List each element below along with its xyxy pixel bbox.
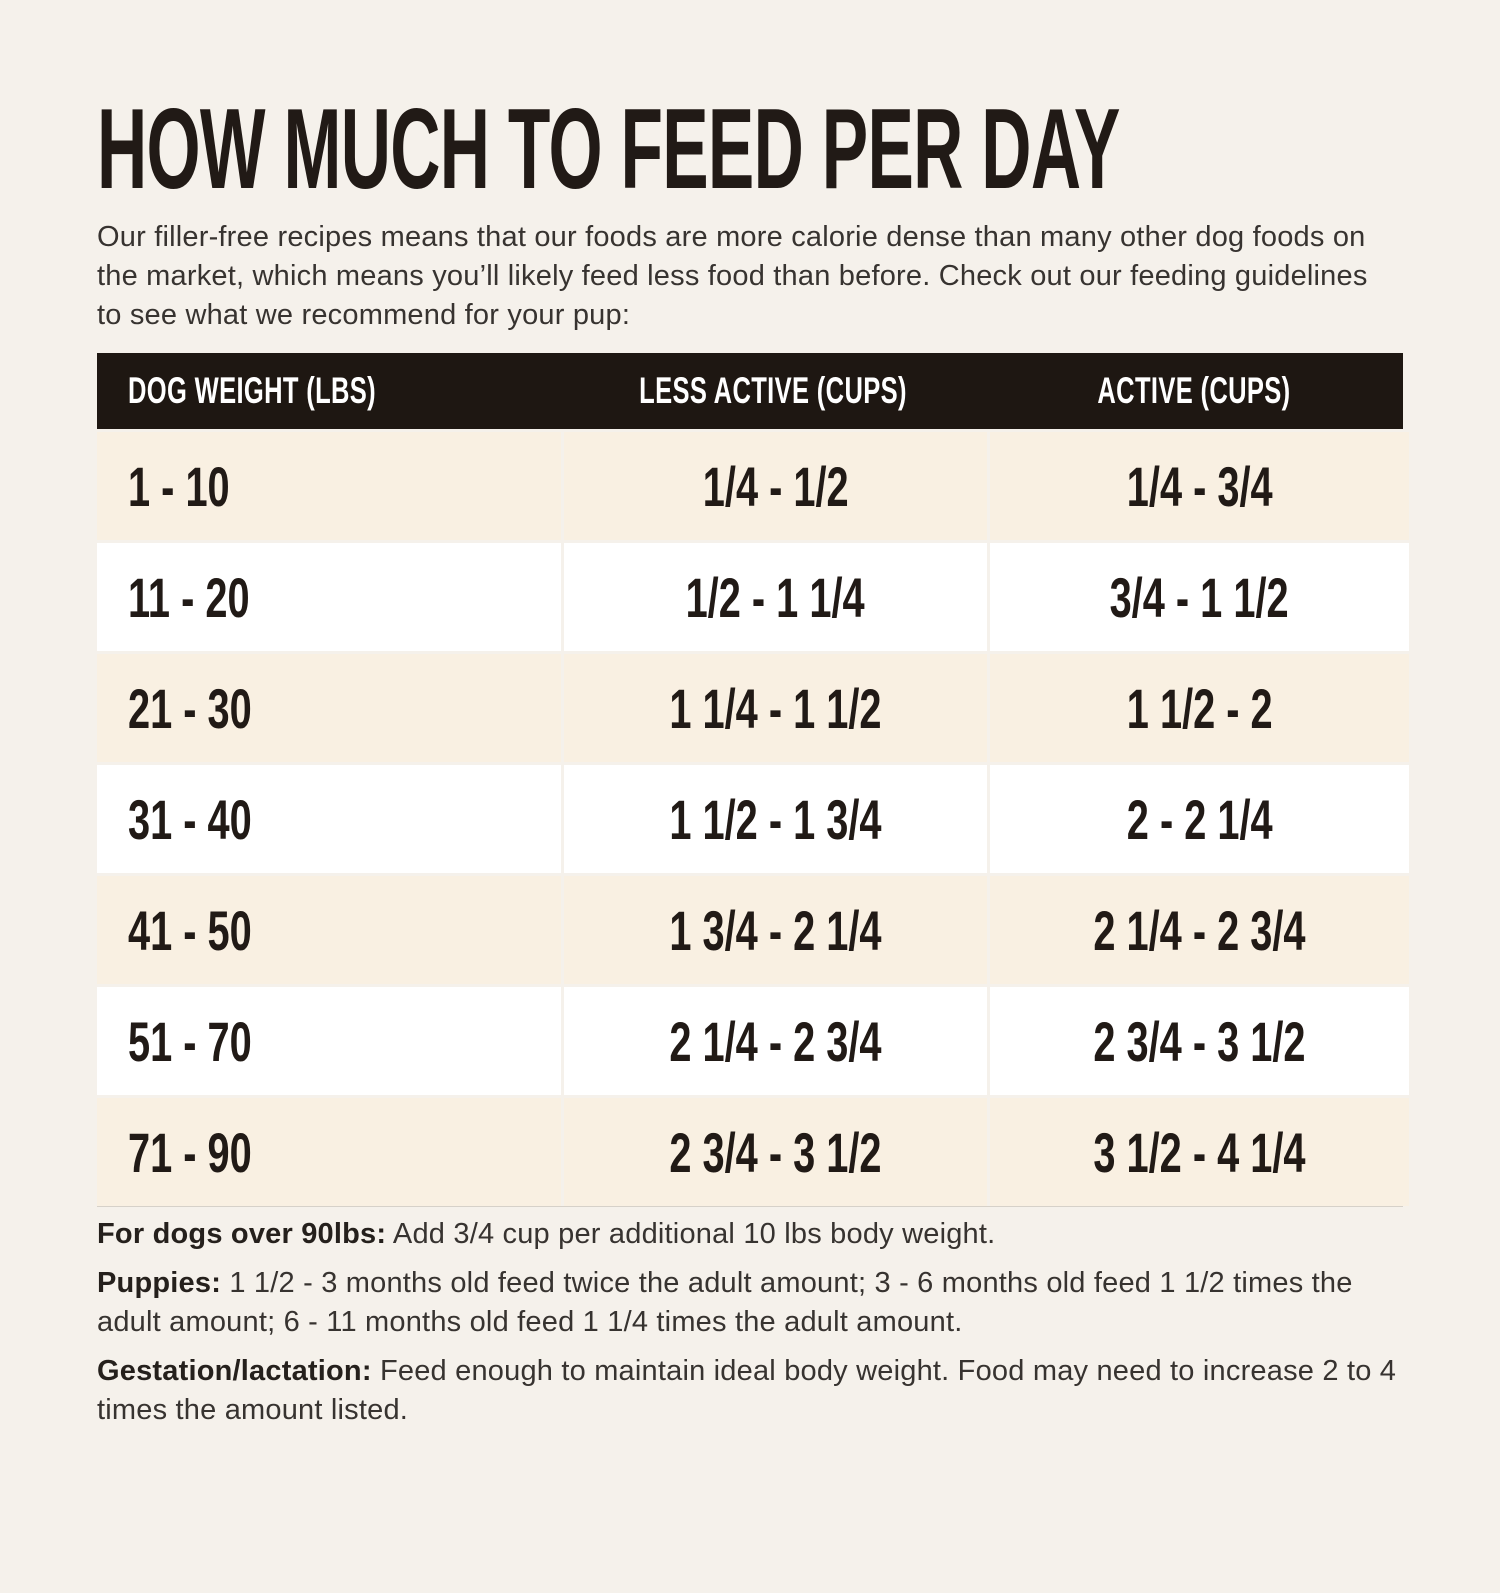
cell-weight: 41 - 50	[97, 876, 561, 984]
note-gestation-text: Feed enough to maintain ideal body weigh…	[97, 1355, 1397, 1426]
note-over-90lbs-label: For dogs over 90lbs:	[97, 1218, 387, 1250]
cell-weight: 51 - 70	[97, 987, 561, 1095]
note-puppies-text: 1 1/2 - 3 months old feed twice the adul…	[97, 1267, 1353, 1338]
less-active-value: 1 3/4 - 2 1/4	[669, 898, 882, 962]
page-title-text: HOW MUCH TO FEED PER DAY	[97, 86, 1120, 213]
active-value: 3/4 - 1 1/2	[1109, 565, 1290, 629]
table-row: 21 - 30 1 1/4 - 1 1/2 1 1/2 - 2	[97, 654, 1409, 762]
cell-active: 1 1/2 - 2	[990, 654, 1409, 762]
cell-less-active: 1 3/4 - 2 1/4	[564, 876, 987, 984]
cell-weight: 31 - 40	[97, 765, 561, 873]
cell-less-active: 2 1/4 - 2 3/4	[564, 987, 987, 1095]
note-puppies: Puppies: 1 1/2 - 3 months old feed twice…	[97, 1264, 1403, 1342]
col-header-less-active-label: LESS ACTIVE (CUPS)	[638, 370, 907, 411]
col-header-active-label: ACTIVE (CUPS)	[1096, 370, 1291, 411]
col-header-active: ACTIVE (CUPS)	[984, 353, 1403, 429]
active-value: 1/4 - 3/4	[1126, 454, 1273, 518]
less-active-value: 1 1/4 - 1 1/2	[669, 676, 882, 740]
cell-active: 2 1/4 - 2 3/4	[990, 876, 1409, 984]
weight-value: 71 - 90	[128, 1120, 252, 1184]
col-header-less-active: LESS ACTIVE (CUPS)	[561, 353, 984, 429]
table-header-row: DOG WEIGHT (LBS) LESS ACTIVE (CUPS) ACTI…	[97, 353, 1403, 429]
table-row: 51 - 70 2 1/4 - 2 3/4 2 3/4 - 3 1/2	[97, 987, 1409, 1095]
table-row: 31 - 40 1 1/2 - 1 3/4 2 - 2 1/4	[97, 765, 1409, 873]
cell-less-active: 1/2 - 1 1/4	[564, 543, 987, 651]
table-row: 41 - 50 1 3/4 - 2 1/4 2 1/4 - 2 3/4	[97, 876, 1409, 984]
feeding-table: DOG WEIGHT (LBS) LESS ACTIVE (CUPS) ACTI…	[97, 353, 1409, 1207]
less-active-value: 1/2 - 1 1/4	[685, 565, 866, 629]
cell-less-active: 1 1/4 - 1 1/2	[564, 654, 987, 762]
note-gestation-label: Gestation/lactation:	[97, 1355, 372, 1387]
weight-value: 51 - 70	[128, 1009, 252, 1073]
cell-less-active: 1 1/2 - 1 3/4	[564, 765, 987, 873]
note-puppies-label: Puppies:	[97, 1267, 222, 1299]
note-gestation: Gestation/lactation: Feed enough to main…	[97, 1352, 1403, 1430]
weight-value: 31 - 40	[128, 787, 252, 851]
less-active-value: 1 1/2 - 1 3/4	[669, 787, 882, 851]
active-value: 2 - 2 1/4	[1126, 787, 1273, 851]
cell-active: 3/4 - 1 1/2	[990, 543, 1409, 651]
weight-value: 41 - 50	[128, 898, 252, 962]
less-active-value: 2 3/4 - 3 1/2	[669, 1120, 882, 1184]
cell-active: 2 3/4 - 3 1/2	[990, 987, 1409, 1095]
cell-weight: 1 - 10	[97, 432, 561, 540]
active-value: 3 1/2 - 4 1/4	[1093, 1120, 1306, 1184]
cell-less-active: 1/4 - 1/2	[564, 432, 987, 540]
table-row: 11 - 20 1/2 - 1 1/4 3/4 - 1 1/2	[97, 543, 1409, 651]
cell-active: 2 - 2 1/4	[990, 765, 1409, 873]
cell-active: 3 1/2 - 4 1/4	[990, 1098, 1409, 1206]
intro-paragraph: Our filler-free recipes means that our f…	[97, 221, 1368, 331]
col-header-dog-weight-label: DOG WEIGHT (LBS)	[128, 370, 377, 411]
active-value: 2 3/4 - 3 1/2	[1093, 1009, 1306, 1073]
cell-less-active: 2 3/4 - 3 1/2	[564, 1098, 987, 1206]
table-row: 1 - 10 1/4 - 1/2 1/4 - 3/4	[97, 432, 1409, 540]
less-active-value: 1/4 - 1/2	[702, 454, 849, 518]
weight-value: 1 - 10	[128, 454, 230, 518]
cell-weight: 71 - 90	[97, 1098, 561, 1206]
table-row: 71 - 90 2 3/4 - 3 1/2 3 1/2 - 4 1/4	[97, 1098, 1409, 1206]
page-title: HOW MUCH TO FEED PER DAY	[97, 93, 1403, 207]
cell-active: 1/4 - 3/4	[990, 432, 1409, 540]
feeding-guide-page: HOW MUCH TO FEED PER DAY Our filler-free…	[0, 93, 1500, 1430]
cell-weight: 11 - 20	[97, 543, 561, 651]
note-over-90lbs-text: Add 3/4 cup per additional 10 lbs body w…	[392, 1218, 996, 1250]
note-over-90lbs: For dogs over 90lbs: Add 3/4 cup per add…	[97, 1215, 1403, 1254]
active-value: 1 1/2 - 2	[1126, 676, 1273, 740]
less-active-value: 2 1/4 - 2 3/4	[669, 1009, 882, 1073]
cell-weight: 21 - 30	[97, 654, 561, 762]
notes-section: For dogs over 90lbs: Add 3/4 cup per add…	[97, 1215, 1403, 1430]
col-header-dog-weight: DOG WEIGHT (LBS)	[97, 353, 561, 429]
weight-value: 11 - 20	[128, 565, 250, 629]
weight-value: 21 - 30	[128, 676, 252, 740]
active-value: 2 1/4 - 2 3/4	[1093, 898, 1306, 962]
